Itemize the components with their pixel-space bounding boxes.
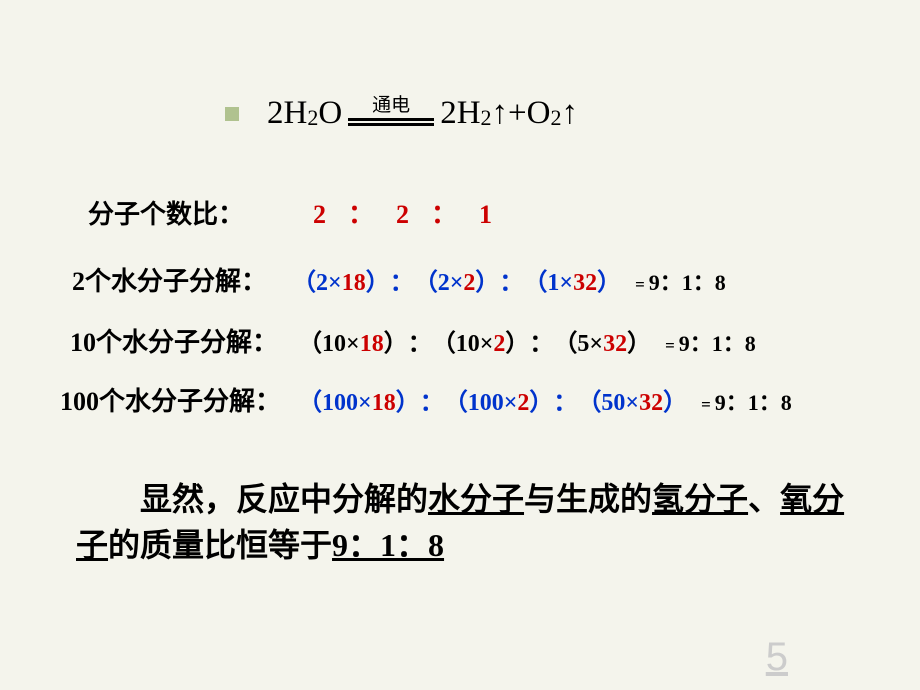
r1p3a: （	[523, 262, 547, 297]
decompose-row-2: 2个水分子分解： （2×18） ： （2×2） ： （1×32） =9：1：8	[78, 261, 920, 298]
chemical-equation: 2H2O 通电 2H2↑+O2↑	[267, 95, 578, 132]
r3c2: ：	[553, 382, 577, 417]
r2p3d: ）	[627, 323, 651, 358]
r3p2c: 2	[517, 390, 529, 417]
r1-eq: =	[635, 275, 645, 294]
ratio-v3: 1	[479, 200, 492, 230]
ratio-c2: ：	[431, 194, 457, 231]
r3p3c: 32	[639, 390, 663, 417]
r1c1: ：	[390, 262, 414, 297]
slide: 2H2O 通电 2H2↑+O2↑ 分子个数比： 2 ： 2 ： 1 2个水分子分…	[0, 0, 920, 690]
r3p1b: 100×	[322, 390, 372, 417]
r2c1: ：	[408, 323, 432, 358]
r3-result: =9：1：8	[697, 385, 792, 417]
r2p3a: （	[553, 323, 577, 358]
r2c2: ：	[529, 323, 553, 358]
r3p3b: 50×	[601, 390, 639, 417]
conclusion-text: 显然，反应中分解的水分子与生成的氢分子、氧分子的质量比恒等于9：1：8	[76, 476, 860, 569]
row3-label: 100个水分子分解：	[60, 381, 298, 418]
r1-result: =9：1：8	[631, 265, 726, 297]
eq-left: 2H	[267, 95, 307, 132]
r3p3d: ）	[663, 382, 687, 417]
r2p2d: ）	[505, 323, 529, 358]
r2p2b: 10×	[456, 331, 494, 358]
eq-sub2: 2	[481, 105, 492, 131]
r3p1c: 18	[372, 390, 396, 417]
r2p1c: 18	[360, 331, 384, 358]
ratio-values: 2 ： 2 ： 1	[313, 194, 492, 231]
r1p1b: 2×	[316, 270, 342, 297]
molecule-ratio-row: 分子个数比： 2 ： 2 ： 1	[88, 194, 920, 231]
decompose-row-100: 100个水分子分解： （100×18） ： （100×2） ： （50×32） …	[60, 381, 920, 418]
r1p3d: ）	[597, 262, 621, 297]
r1p2b: 2×	[438, 270, 464, 297]
r1p2d: ）	[475, 262, 499, 297]
eq-line-top	[348, 118, 434, 121]
r2p2c: 2	[493, 331, 505, 358]
r2p3c: 32	[603, 331, 627, 358]
row3-values: （100×18） ： （100×2） ： （50×32） =9：1：8	[298, 382, 792, 417]
r1p1a: （	[292, 262, 316, 297]
bullet-icon	[225, 107, 239, 121]
c-u1: 水分子	[428, 481, 524, 517]
r1p3b: 1×	[547, 270, 573, 297]
eq-mid1: O	[318, 95, 342, 132]
eq-sub3: 2	[550, 105, 561, 131]
r2p3b: 5×	[577, 331, 603, 358]
r2-res: 9：1：8	[679, 331, 756, 356]
eq-condition: 通电	[372, 96, 410, 115]
ratio-v1: 2	[313, 200, 326, 230]
eq-sub1: 2	[307, 105, 318, 131]
r3-eq: =	[701, 395, 711, 414]
r1p1d: ）	[366, 262, 390, 297]
r3p2b: 100×	[468, 390, 518, 417]
r3p1a: （	[298, 382, 322, 417]
r2p2a: （	[432, 323, 456, 358]
c-pre: 显然，反应中分解的	[140, 481, 428, 517]
c-mid3: 的质量比恒等于	[108, 527, 332, 563]
row1-values: （2×18） ： （2×2） ： （1×32） =9：1：8	[292, 262, 726, 297]
r1-res: 9：1：8	[649, 270, 726, 295]
r3p2d: ）	[529, 382, 553, 417]
row1-label: 2个水分子分解：	[72, 261, 292, 298]
ratio-c1: ：	[348, 194, 374, 231]
r1p2a: （	[414, 262, 438, 297]
r3-res: 9：1：8	[715, 390, 792, 415]
r2p1a: （	[298, 323, 322, 358]
c-mid1: 与生成的	[524, 481, 652, 517]
r2-result: =9：1：8	[661, 326, 756, 358]
equals-with-condition: 通电	[348, 96, 434, 127]
equation-row: 2H2O 通电 2H2↑+O2↑	[225, 95, 920, 132]
eq-line-bottom	[348, 123, 434, 126]
row2-label: 10个水分子分解：	[70, 322, 298, 359]
r3p1d: ）	[396, 382, 420, 417]
r1c2: ：	[499, 262, 523, 297]
c-u4: 9：1：8	[332, 527, 444, 563]
eq-right1: 2H	[440, 95, 480, 132]
ratio-v2: 2	[396, 200, 409, 230]
c-u2: 氢分子	[652, 481, 748, 517]
r3p3a: （	[577, 382, 601, 417]
eq-arrow1: ↑+O	[492, 95, 551, 132]
row2-values: （10×18） ： （10×2） ： （5×32） =9：1：8	[298, 323, 756, 358]
ratio-label: 分子个数比：	[88, 194, 313, 231]
r2p1d: ）	[384, 323, 408, 358]
c-mid2: 、	[748, 481, 780, 517]
r3p2a: （	[444, 382, 468, 417]
eq-arrow2: ↑	[561, 95, 578, 132]
r2p1b: 10×	[322, 331, 360, 358]
r1p3c: 32	[573, 270, 597, 297]
r1p2c: 2	[463, 270, 475, 297]
page-number: 5	[766, 635, 788, 680]
r1p1c: 18	[342, 270, 366, 297]
r2-eq: =	[665, 336, 675, 355]
r3c1: ：	[420, 382, 444, 417]
decompose-row-10: 10个水分子分解： （10×18） ： （10×2） ： （5×32） =9：1…	[70, 322, 920, 359]
